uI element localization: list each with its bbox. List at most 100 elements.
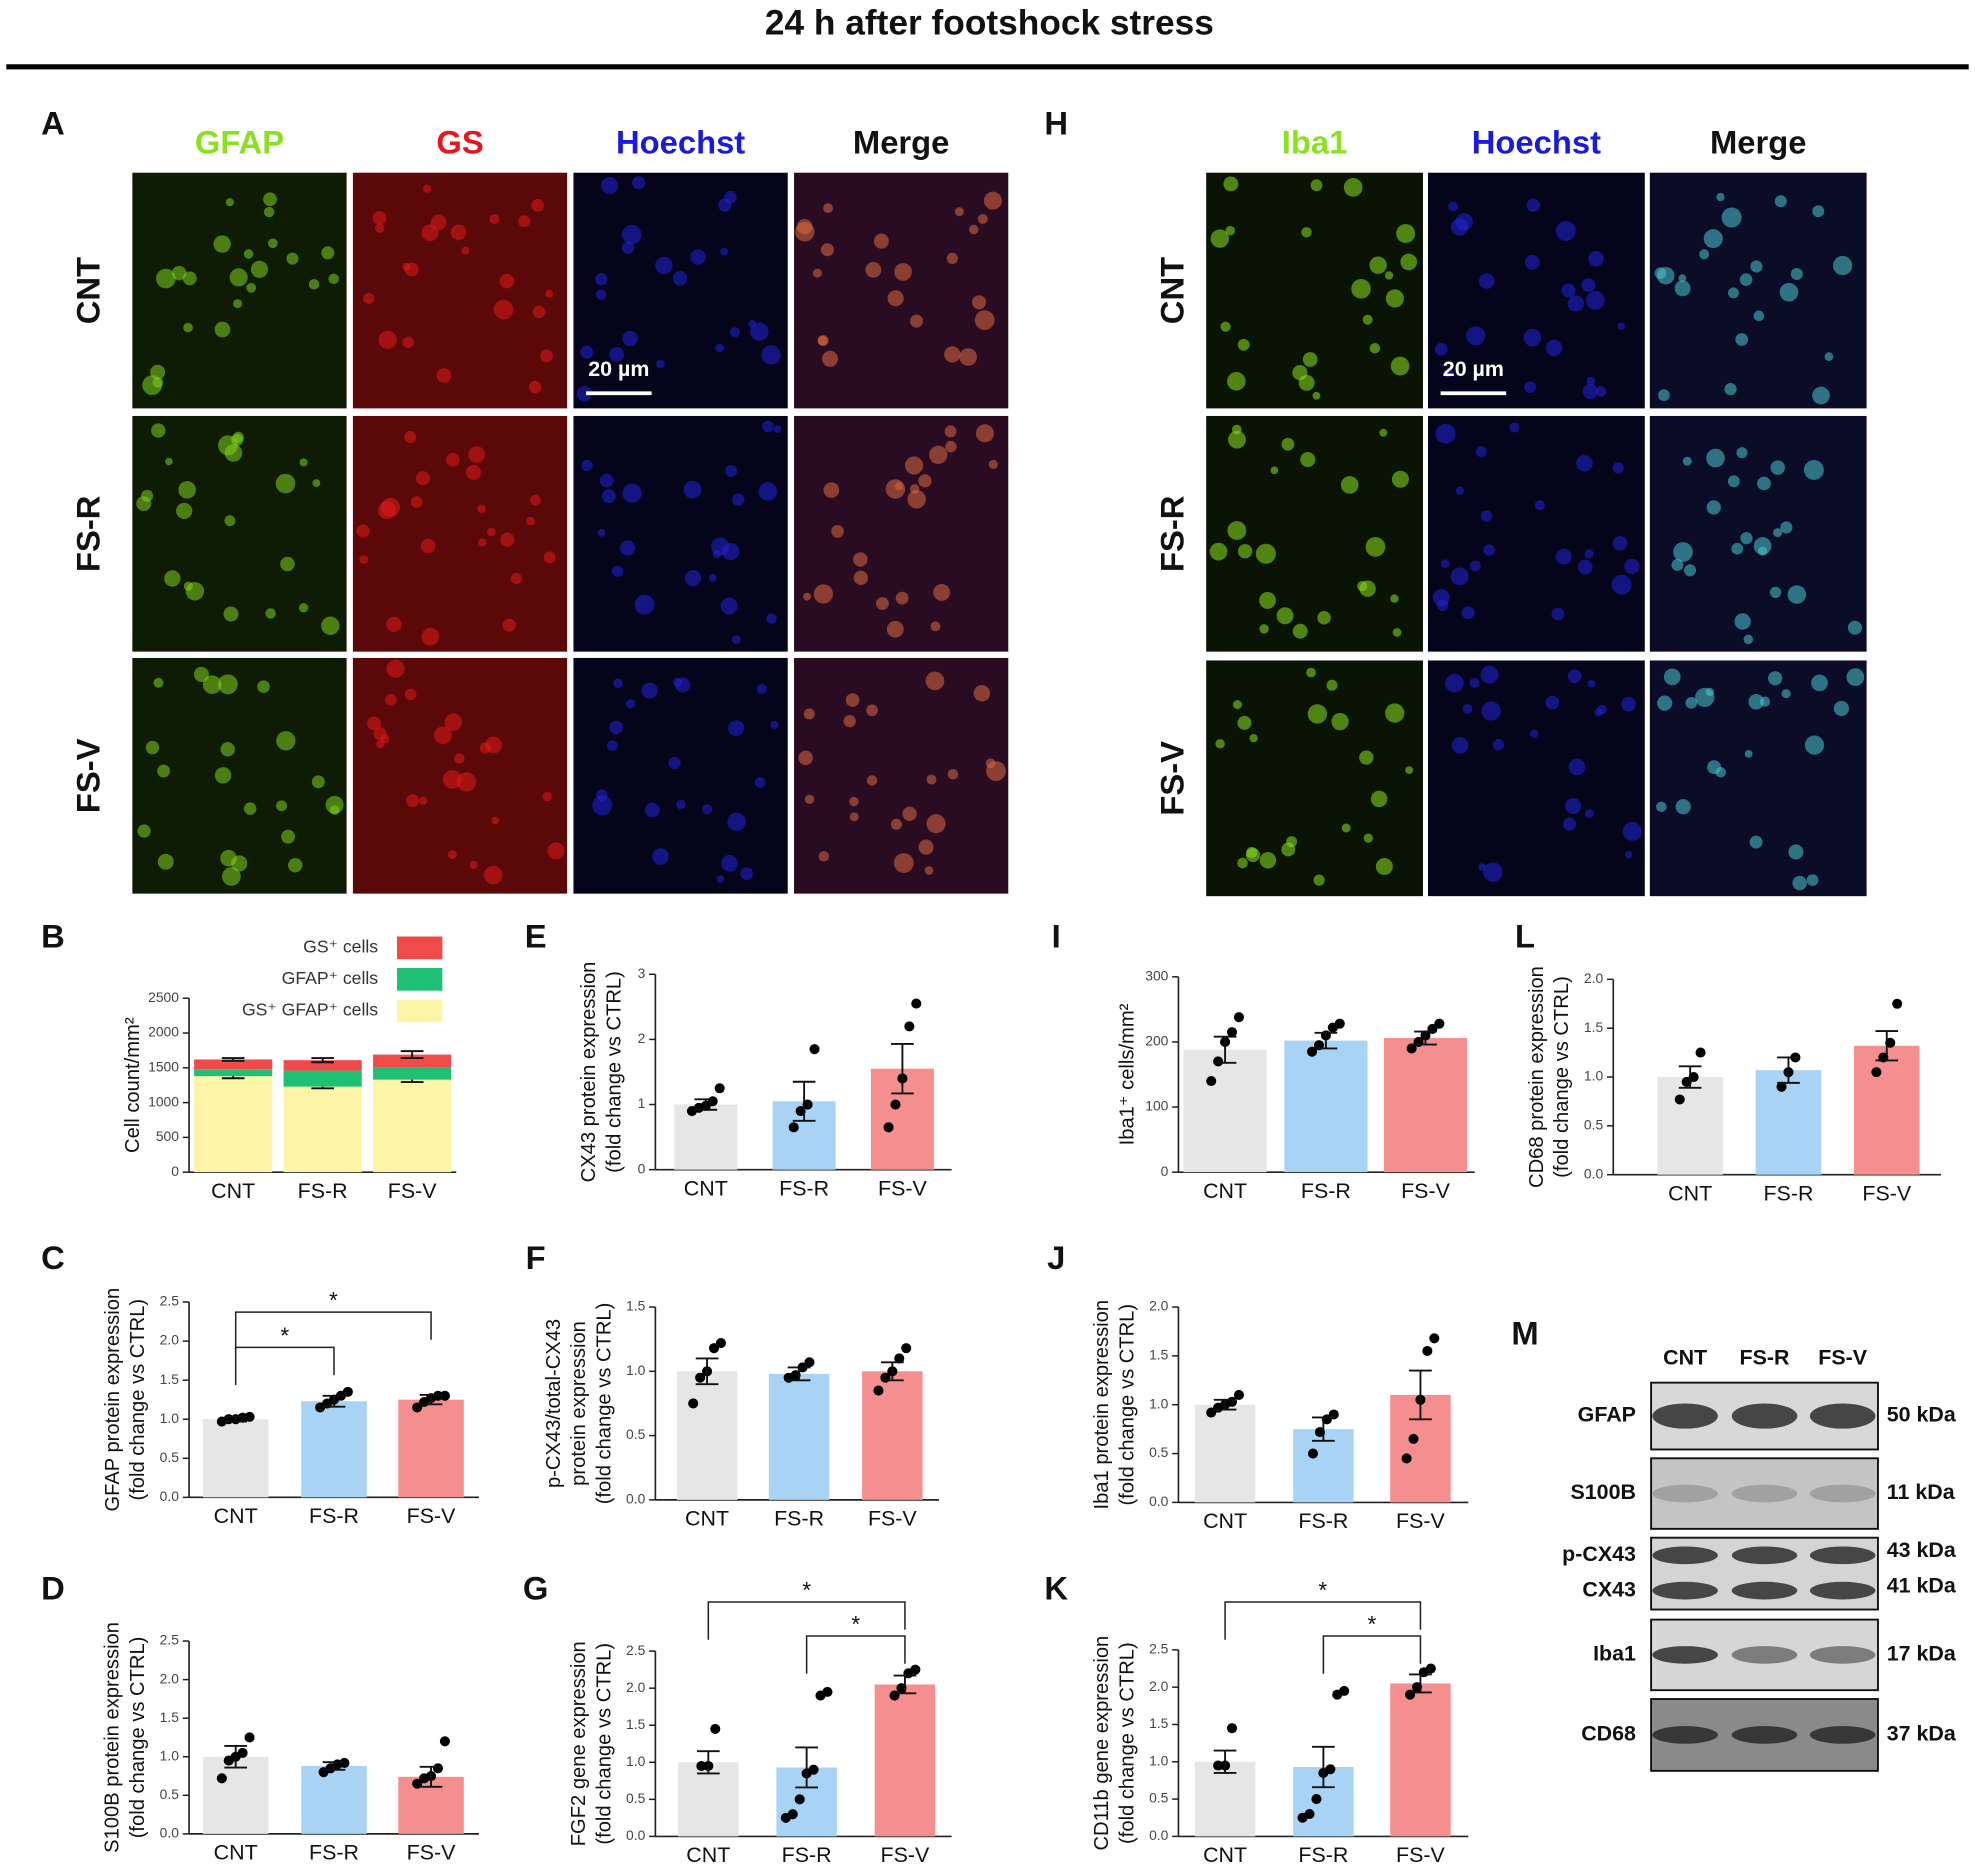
y-axis-label: (fold change vs CTRL) — [603, 971, 625, 1173]
y-axis-label: (fold change vs CTRL) — [1116, 1642, 1138, 1844]
blot-band — [1809, 1403, 1876, 1429]
data-point — [794, 1794, 805, 1805]
cell-texture — [1803, 459, 1824, 480]
cell-texture — [1678, 274, 1687, 282]
bar — [1194, 1404, 1256, 1503]
cell-texture — [1237, 857, 1248, 869]
cell-texture — [380, 497, 401, 518]
cell-texture — [887, 290, 904, 307]
cell-texture — [1478, 863, 1486, 871]
cell-texture — [632, 176, 646, 190]
bar — [202, 1419, 269, 1498]
row-label: CNT — [69, 257, 106, 324]
error-bar — [400, 1050, 424, 1060]
blot-row-label: p-CX43 — [1562, 1542, 1636, 1566]
significance-label: * — [329, 1287, 338, 1313]
cell-texture — [1228, 430, 1246, 449]
y-axis-label: Cell count/mm² — [122, 1017, 144, 1153]
x-tick-label: CNT — [211, 1179, 255, 1203]
error-bar — [322, 1394, 346, 1408]
cell-texture — [214, 321, 231, 338]
bar — [1657, 1077, 1723, 1175]
cell-texture — [1736, 447, 1748, 459]
x-tick-label: CNT — [214, 1841, 258, 1865]
cell-texture — [929, 445, 948, 465]
cell-texture — [1779, 282, 1799, 302]
cell-texture — [817, 334, 829, 346]
cell-texture — [1758, 546, 1768, 556]
cell-texture — [1703, 229, 1723, 249]
cell-texture — [576, 385, 592, 402]
cell-texture — [510, 573, 522, 585]
y-tick-label: 0.5 — [160, 1786, 180, 1802]
cell-texture — [214, 767, 232, 784]
y-tick-label: 1500 — [148, 1058, 179, 1074]
cell-texture — [1748, 693, 1764, 710]
cell-texture — [1259, 851, 1277, 869]
y-axis-label: CD11b gene expression — [1091, 1636, 1113, 1851]
cell-texture — [1612, 462, 1624, 474]
cell-texture — [959, 348, 977, 366]
cell-texture — [1292, 623, 1308, 639]
cell-texture — [845, 693, 860, 707]
data-point — [439, 1736, 450, 1747]
data-point — [696, 1760, 707, 1772]
cell-texture — [447, 850, 457, 860]
cell-texture — [1577, 559, 1593, 575]
cell-texture — [601, 489, 616, 504]
cell-texture — [613, 678, 623, 689]
cell-texture — [171, 265, 187, 281]
cell-texture — [276, 731, 296, 751]
cell-texture — [1586, 376, 1596, 386]
significance-label: * — [851, 1611, 860, 1637]
cell-texture — [1576, 454, 1593, 472]
y-tick-label: 1.5 — [1149, 1347, 1169, 1363]
cell-texture — [1757, 476, 1771, 491]
cell-texture — [822, 350, 839, 367]
cell-texture — [246, 282, 257, 293]
cell-texture — [1739, 273, 1753, 286]
y-tick-label: 0.0 — [626, 1827, 646, 1843]
significance-bracket — [1322, 1635, 1422, 1674]
cell-texture — [599, 473, 614, 488]
y-tick-label: 0 — [171, 1163, 179, 1179]
data-point — [715, 1337, 726, 1349]
data-point — [1213, 1760, 1224, 1771]
error-bar — [1213, 1749, 1237, 1774]
cell-texture — [1331, 712, 1349, 731]
cell-texture — [1750, 260, 1763, 273]
data-point — [1434, 1018, 1445, 1029]
cell-texture — [1811, 674, 1828, 692]
cell-texture — [386, 616, 402, 633]
cell-texture — [715, 343, 724, 353]
panel-label: B — [41, 918, 65, 955]
cell-texture — [1434, 342, 1448, 356]
blot-size-label: 17 kDa — [1887, 1642, 1957, 1666]
y-tick-label: 1 — [638, 1095, 646, 1111]
cell-texture — [803, 592, 812, 601]
cell-texture — [540, 349, 553, 363]
cell-texture — [944, 425, 957, 438]
cell-texture — [308, 278, 320, 290]
cell-texture — [1478, 273, 1495, 289]
cell-texture — [478, 538, 487, 547]
cell-texture — [157, 853, 174, 870]
cell-texture — [1310, 179, 1323, 192]
cell-texture — [907, 490, 926, 509]
cell-texture — [1249, 733, 1258, 743]
bar-segment — [194, 1059, 273, 1070]
x-tick-label: CNT — [1203, 1843, 1247, 1867]
cell-texture — [356, 524, 370, 538]
data-point — [1304, 1808, 1315, 1820]
cell-texture — [152, 377, 164, 388]
legend-label: GFAP⁺ cells — [282, 968, 379, 988]
blot-band — [1809, 1546, 1876, 1565]
cell-texture — [286, 252, 299, 265]
y-tick-label: 0.0 — [160, 1488, 180, 1504]
cell-texture — [491, 816, 500, 825]
blot-row-label: Iba1 — [1593, 1642, 1636, 1666]
x-tick-label: FS-R — [298, 1179, 348, 1203]
y-tick-label: 300 — [1145, 967, 1168, 983]
blot-band — [1652, 1726, 1718, 1744]
cell-texture — [182, 271, 197, 286]
